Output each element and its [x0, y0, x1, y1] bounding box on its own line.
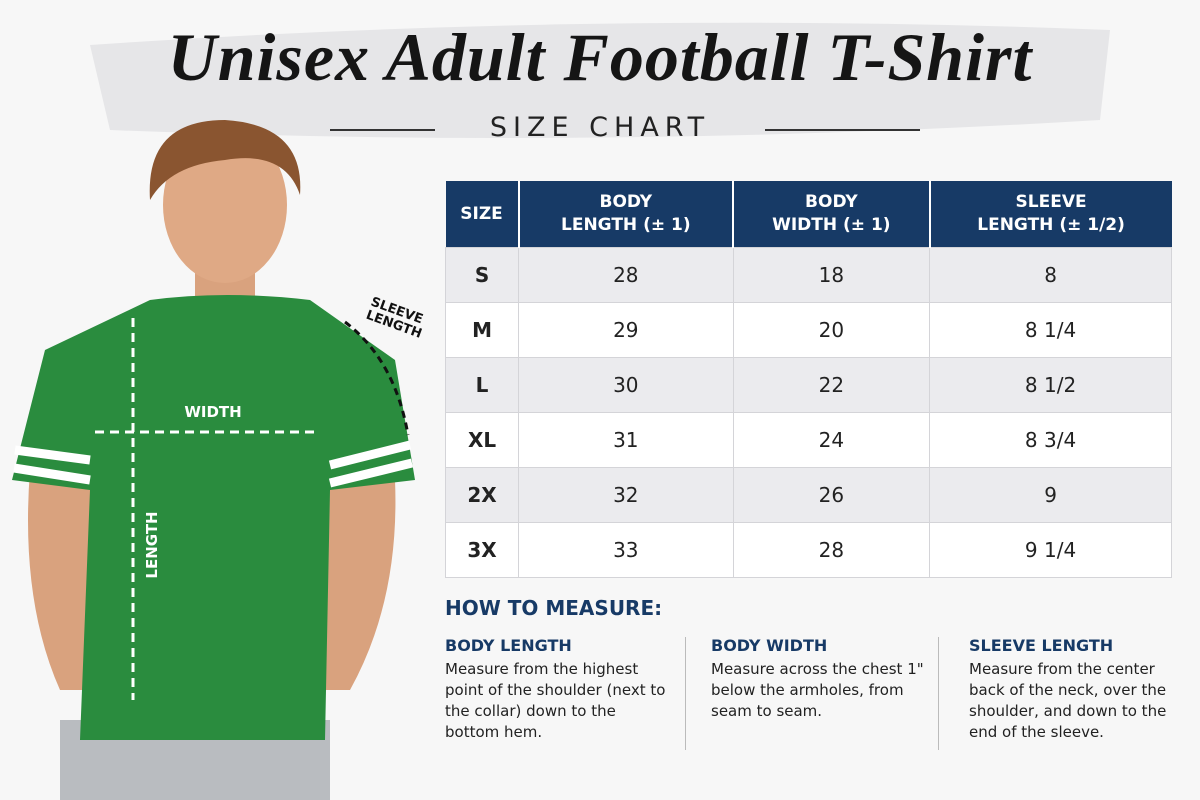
- cell: 32: [518, 467, 734, 523]
- measure-heading: HOW TO MEASURE:: [445, 596, 663, 620]
- cell: 28: [518, 247, 734, 303]
- cell: 31: [518, 412, 734, 468]
- cell: 8 1/4: [929, 302, 1172, 358]
- measure-item: BODY WIDTH Measure across the chest 1" be…: [711, 636, 933, 722]
- sleeve-stripes: [13, 440, 414, 488]
- divider: [938, 637, 939, 750]
- cell: XL: [444, 412, 520, 468]
- row: XL 31 24 8 3/4: [444, 412, 1172, 468]
- cell: 9: [929, 467, 1172, 523]
- t-shirt: [12, 295, 415, 740]
- row: S 28 18 8: [444, 247, 1172, 303]
- title: Unisex Adult Football T-Shirt: [167, 19, 1033, 95]
- measure-title: SLEEVE LENGTH: [969, 636, 1114, 655]
- measure-title: BODY WIDTH: [711, 636, 828, 655]
- column-header: SLEEVE LENGTH (± 1/2): [929, 181, 1172, 248]
- cell: 2X: [444, 467, 520, 523]
- cell: 3X: [444, 522, 520, 578]
- measure-text: Measure across the chest 1" below the ar…: [711, 660, 924, 720]
- measure-title: BODY LENGTH: [445, 636, 572, 655]
- cell: 26: [732, 467, 931, 523]
- measure-text: Measure from the center back of the neck…: [969, 660, 1167, 741]
- measure-item: BODY LENGTH Measure from the highest poin…: [445, 636, 667, 743]
- column-header: BODY LENGTH (± 1): [518, 181, 735, 248]
- arms: [28, 470, 396, 690]
- divider: [685, 637, 686, 750]
- measure-item: SLEEVE LENGTH Measure from the center bac…: [969, 636, 1191, 743]
- column-header: SIZE: [445, 181, 520, 248]
- cell: S: [444, 247, 520, 303]
- sleeve-arrow: [344, 320, 410, 436]
- cell: 8: [929, 247, 1172, 303]
- row: M 29 20 8 1/4: [444, 302, 1172, 358]
- measure-text: Measure from the highest point of the sh…: [445, 660, 666, 741]
- cell: 8 3/4: [929, 412, 1172, 468]
- cell: 24: [732, 412, 931, 468]
- cell: M: [444, 302, 520, 358]
- size-table: SIZE BODY LENGTH (± 1) BODY WIDTH (± 1) SLE…: [444, 181, 1172, 578]
- cell: 20: [732, 302, 931, 358]
- length-label: LENGTH: [143, 511, 161, 578]
- cell: 33: [518, 522, 734, 578]
- subtitle: SIZE CHART: [489, 112, 711, 143]
- cell: 30: [518, 357, 734, 413]
- measure-lines: [95, 318, 318, 700]
- width-label: WIDTH: [184, 403, 241, 421]
- cell: 9 1/4: [929, 522, 1172, 578]
- brush-stroke: [90, 22, 1110, 139]
- cell: 28: [732, 522, 931, 578]
- cell: L: [444, 357, 520, 413]
- cell: 18: [732, 247, 931, 303]
- cell: 22: [732, 357, 931, 413]
- column-header: BODY WIDTH (± 1): [733, 181, 931, 248]
- row: 2X 32 26 9: [444, 467, 1172, 523]
- cell: 29: [518, 302, 734, 358]
- sleeve-label: SLEEVELENGTH: [364, 295, 429, 342]
- hair: [149, 120, 301, 200]
- row: L 30 22 8 1/2: [444, 357, 1172, 413]
- cell: 8 1/2: [929, 357, 1172, 413]
- row: 3X 33 28 9 1/4: [444, 522, 1172, 578]
